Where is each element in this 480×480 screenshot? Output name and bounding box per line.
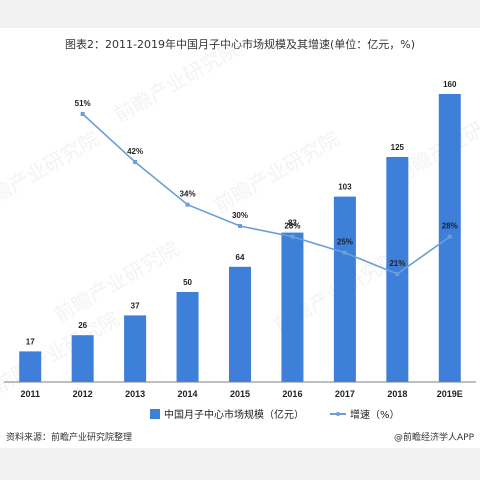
x-tick-label: 2011 [20, 389, 40, 399]
legend: 中国月子中心市场规模（亿元） 增速（%） [150, 406, 426, 421]
bar-value-label: 125 [391, 143, 405, 152]
x-tick-label: 2014 [178, 389, 198, 399]
legend-item-growth: 增速（%） [330, 406, 400, 421]
footer: 资料来源：前瞻产业研究院整理 @前瞻经济学人APP [0, 426, 480, 446]
x-tick-label: 2012 [73, 389, 93, 399]
legend-label-growth: 增速（%） [350, 410, 400, 421]
growth-point-2016 [290, 234, 295, 239]
watermark-text: 前瞻产业研究院 [110, 37, 243, 128]
growth-value-label: 25% [337, 238, 353, 247]
bar-value-label: 26 [78, 321, 87, 330]
legend-item-market-size: 中国月子中心市场规模（亿元） [150, 406, 304, 421]
bar-2015 [229, 266, 251, 382]
growth-value-label: 42% [127, 147, 143, 156]
bar-value-label: 83 [288, 219, 297, 228]
bar-value-label: 103 [338, 183, 352, 192]
legend-label-market-size: 中国月子中心市场规模（亿元） [164, 410, 304, 421]
growth-point-2013 [133, 160, 138, 164]
chart-card: 图表2：2011-2019年中国月子中心市场规模及其增速(单位：亿元，%) 前瞻… [0, 28, 480, 448]
bar-2017 [333, 196, 356, 382]
bar-value-label: 17 [26, 337, 35, 346]
bar-2011 [19, 351, 42, 382]
bar-2012 [71, 335, 94, 382]
watermark-text: 前瞻产业研究院 [0, 127, 103, 218]
bar-2014 [176, 292, 199, 382]
x-tick-label: 2015 [230, 389, 250, 399]
source-text: 资料来源：前瞻产业研究院整理 [6, 433, 133, 443]
x-tick-label: 2016 [282, 389, 302, 399]
bar-value-label: 50 [183, 278, 192, 287]
x-tick-label: 2017 [335, 389, 355, 399]
bar-2013 [124, 315, 147, 382]
growth-point-2012 [80, 112, 85, 116]
growth-point-2018 [395, 272, 400, 276]
growth-value-label: 21% [389, 259, 405, 268]
x-tick-label: 2018 [387, 389, 407, 399]
growth-point-2014 [185, 202, 190, 207]
growth-point-2015 [238, 224, 242, 228]
legend-bar-swatch [150, 408, 160, 419]
growth-value-label: 34% [180, 190, 196, 199]
bar-value-label: 37 [131, 301, 140, 310]
bar-value-label: 160 [443, 80, 457, 89]
watermark-text: 前瞻产业研究院 [210, 127, 343, 218]
legend-line-swatch [330, 411, 346, 416]
growth-value-label: 28% [284, 222, 300, 231]
watermark-text: 前瞻产业研究院 [50, 237, 183, 328]
growth-point-2019E [447, 234, 452, 239]
x-tick-label: 2013 [125, 389, 145, 399]
bar-2016 [281, 232, 304, 382]
growth-value-label: 51% [75, 99, 91, 108]
growth-line [82, 113, 451, 275]
brand-text: @前瞻经济学人APP [393, 433, 474, 443]
growth-value-label: 28% [442, 222, 458, 231]
bar-2018 [386, 157, 409, 382]
chart-title: 图表2：2011-2019年中国月子中心市场规模及其增速(单位：亿元，%) [65, 38, 415, 51]
growth-point-2017 [342, 250, 347, 255]
bar-value-label: 64 [236, 253, 245, 262]
growth-value-label: 30% [232, 211, 248, 220]
x-tick-label: 2019E [437, 389, 463, 399]
